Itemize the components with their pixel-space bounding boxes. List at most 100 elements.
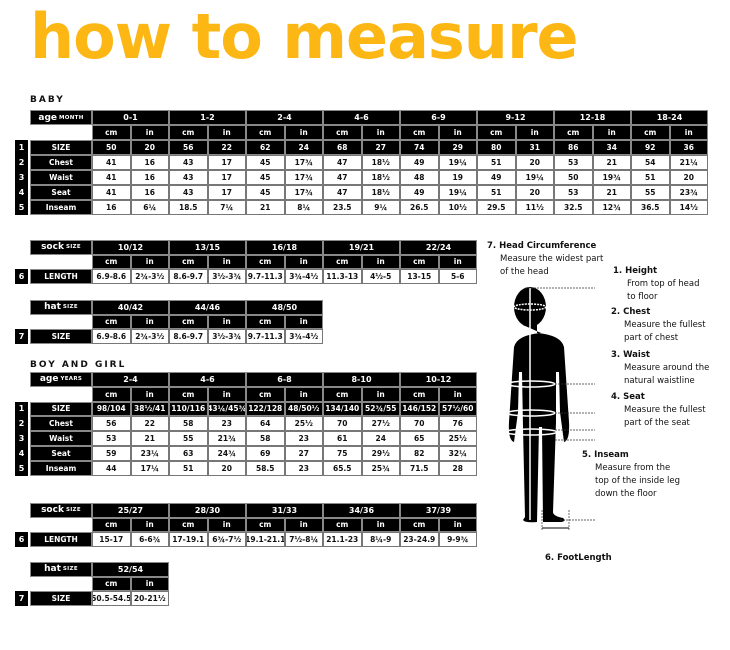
unit-header: in: [207, 125, 246, 140]
row-label: Waist: [30, 431, 92, 446]
corner-label: hat: [44, 564, 61, 575]
table-corner-label: sock SIZE: [30, 240, 92, 255]
table-cell: 53: [92, 431, 131, 446]
unit-header: in: [669, 125, 708, 140]
table-cell: 34: [592, 140, 631, 155]
unit-header: in: [207, 314, 246, 329]
table-cell: 47: [323, 155, 362, 170]
column-group-header: 2-4: [246, 110, 323, 125]
table-cell: 9.7-11.3: [246, 269, 285, 284]
table-cell: 45: [246, 155, 285, 170]
table-cell: 43: [169, 170, 208, 185]
table-cell: 27: [284, 446, 323, 461]
table-corner-label: age MONTH: [30, 110, 92, 125]
column-group-header: 18-24: [631, 110, 708, 125]
column-group-header: 10/12: [92, 240, 169, 255]
column-group-header: 12-18: [554, 110, 631, 125]
table-cell: 71.5: [400, 460, 439, 476]
table-cell: 58: [246, 431, 285, 446]
guide-inseam: 5. Inseam Measure from the top of the insi…: [582, 450, 681, 499]
unit-header: cm: [323, 386, 362, 402]
table-cell: 58: [169, 416, 208, 432]
table-cell: 29½: [361, 446, 400, 461]
table-corner-label: age YEARS: [30, 372, 92, 387]
table-cell: 54: [631, 155, 670, 170]
table-cell: 134/140: [323, 401, 362, 417]
page-title: how to measure: [30, 0, 579, 73]
unit-header: in: [130, 576, 169, 591]
unit-header: cm: [246, 254, 285, 269]
unit-header: cm: [169, 386, 208, 402]
table-cell: 11½: [515, 200, 554, 215]
row-number: 3: [15, 170, 28, 185]
table-cell: 17¾: [284, 170, 323, 185]
table-cell: 23: [284, 460, 323, 476]
table-cell: 18½: [361, 170, 400, 185]
row-number: 5: [15, 200, 28, 215]
unit-header: in: [130, 517, 169, 532]
table-cell: 18½: [361, 185, 400, 200]
column-group-header: 52/54: [92, 562, 169, 577]
row-label: Chest: [30, 155, 92, 170]
row-number: 1: [15, 401, 28, 417]
table-cell: 23¾: [669, 185, 708, 200]
table-cell: 9.7-11.3: [246, 329, 285, 344]
column-group-header: 8-10: [323, 372, 400, 387]
column-group-header: 48/50: [246, 300, 323, 315]
table-cell: 63: [169, 446, 208, 461]
unit-header: cm: [246, 314, 285, 329]
table-cell: 9¼: [361, 200, 400, 215]
unit-header: cm: [169, 314, 208, 329]
row-number: 3: [15, 431, 28, 446]
table-cell: 22: [130, 416, 169, 432]
table-cell: 47: [323, 185, 362, 200]
table-cell: 36.5: [631, 200, 670, 215]
table-cell: 80: [477, 140, 516, 155]
corner-label: hat: [44, 302, 61, 313]
unit-header: in: [130, 254, 169, 269]
table-cell: 47: [323, 170, 362, 185]
table-cell: 10½: [438, 200, 477, 215]
table-cell: 2¾-3½: [130, 329, 169, 344]
unit-header: cm: [169, 254, 208, 269]
table-cell: 38½/41: [130, 401, 169, 417]
guide-waist: 3. Waist Measure around the natural waistl…: [611, 350, 710, 386]
table-cell: 6.9-8.6: [92, 269, 131, 284]
unit-header: cm: [92, 314, 131, 329]
table-cell: 22: [207, 140, 246, 155]
table-cell: 21: [130, 431, 169, 446]
table-cell: 16: [92, 200, 131, 215]
row-number: 2: [15, 155, 28, 170]
unit-header: cm: [92, 125, 131, 140]
column-group-header: 16/18: [246, 240, 323, 255]
unit-header: in: [361, 254, 400, 269]
table-cell: 43: [169, 155, 208, 170]
table-cell: 44: [92, 460, 131, 476]
table-cell: 29: [438, 140, 477, 155]
column-group-header: 34/36: [323, 503, 400, 518]
row-number: 7: [15, 329, 28, 344]
table-cell: 24: [361, 431, 400, 446]
row-number: 2: [15, 416, 28, 432]
row-label: Waist: [30, 170, 92, 185]
unit-header: cm: [400, 125, 439, 140]
column-group-header: 31/33: [246, 503, 323, 518]
table-cell: 11.3-13: [323, 269, 362, 284]
table-cell: 56: [169, 140, 208, 155]
table-corner-label: hat SIZE: [30, 300, 92, 315]
table-cell: 20: [515, 155, 554, 170]
unit-header: cm: [92, 254, 131, 269]
table-cell: 57½/60: [438, 401, 477, 417]
unit-header: cm: [400, 386, 439, 402]
unit-header: in: [284, 254, 323, 269]
row-label: SIZE: [30, 591, 92, 606]
unit-header: cm: [246, 125, 285, 140]
row-number: 4: [15, 446, 28, 461]
corner-unit: SIZE: [65, 507, 81, 514]
table-cell: 53: [554, 185, 593, 200]
unit-header: in: [284, 314, 323, 329]
table-cell: 41: [92, 185, 131, 200]
unit-header: cm: [92, 517, 131, 532]
table-cell: 92: [631, 140, 670, 155]
table-cell: 45: [246, 185, 285, 200]
